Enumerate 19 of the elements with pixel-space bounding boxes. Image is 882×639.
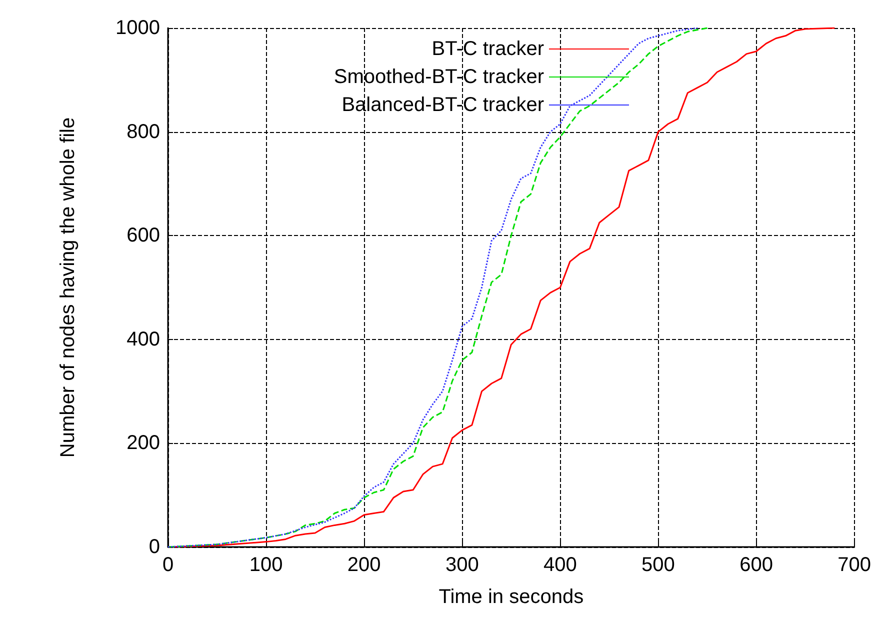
x-tick-label: 500 bbox=[642, 554, 675, 576]
x-tick-label: 300 bbox=[445, 554, 479, 576]
y-axis-title: Number of nodes having the whole file bbox=[57, 117, 79, 458]
legend-label: BT-C tracker bbox=[432, 38, 544, 60]
y-tick-label: 600 bbox=[126, 224, 160, 247]
x-tick-label: 400 bbox=[543, 554, 577, 576]
y-tick-label: 1000 bbox=[116, 17, 160, 39]
legend-label: Smoothed-BT-C tracker bbox=[334, 66, 544, 88]
x-tick-label: 0 bbox=[162, 554, 174, 576]
y-tick-label: 800 bbox=[126, 120, 160, 143]
x-tick-label: 100 bbox=[249, 554, 283, 576]
x-axis-title: Time in seconds bbox=[438, 586, 584, 608]
legend-label: Balanced-BT-C tracker bbox=[342, 94, 544, 116]
y-tick-label: 200 bbox=[126, 432, 160, 454]
x-tick-label: 600 bbox=[740, 554, 773, 576]
y-tick-label: 400 bbox=[126, 328, 160, 350]
y-tick-label: 0 bbox=[148, 536, 160, 558]
x-tick-label: 200 bbox=[347, 554, 381, 576]
x-tick-label: 700 bbox=[838, 554, 872, 576]
